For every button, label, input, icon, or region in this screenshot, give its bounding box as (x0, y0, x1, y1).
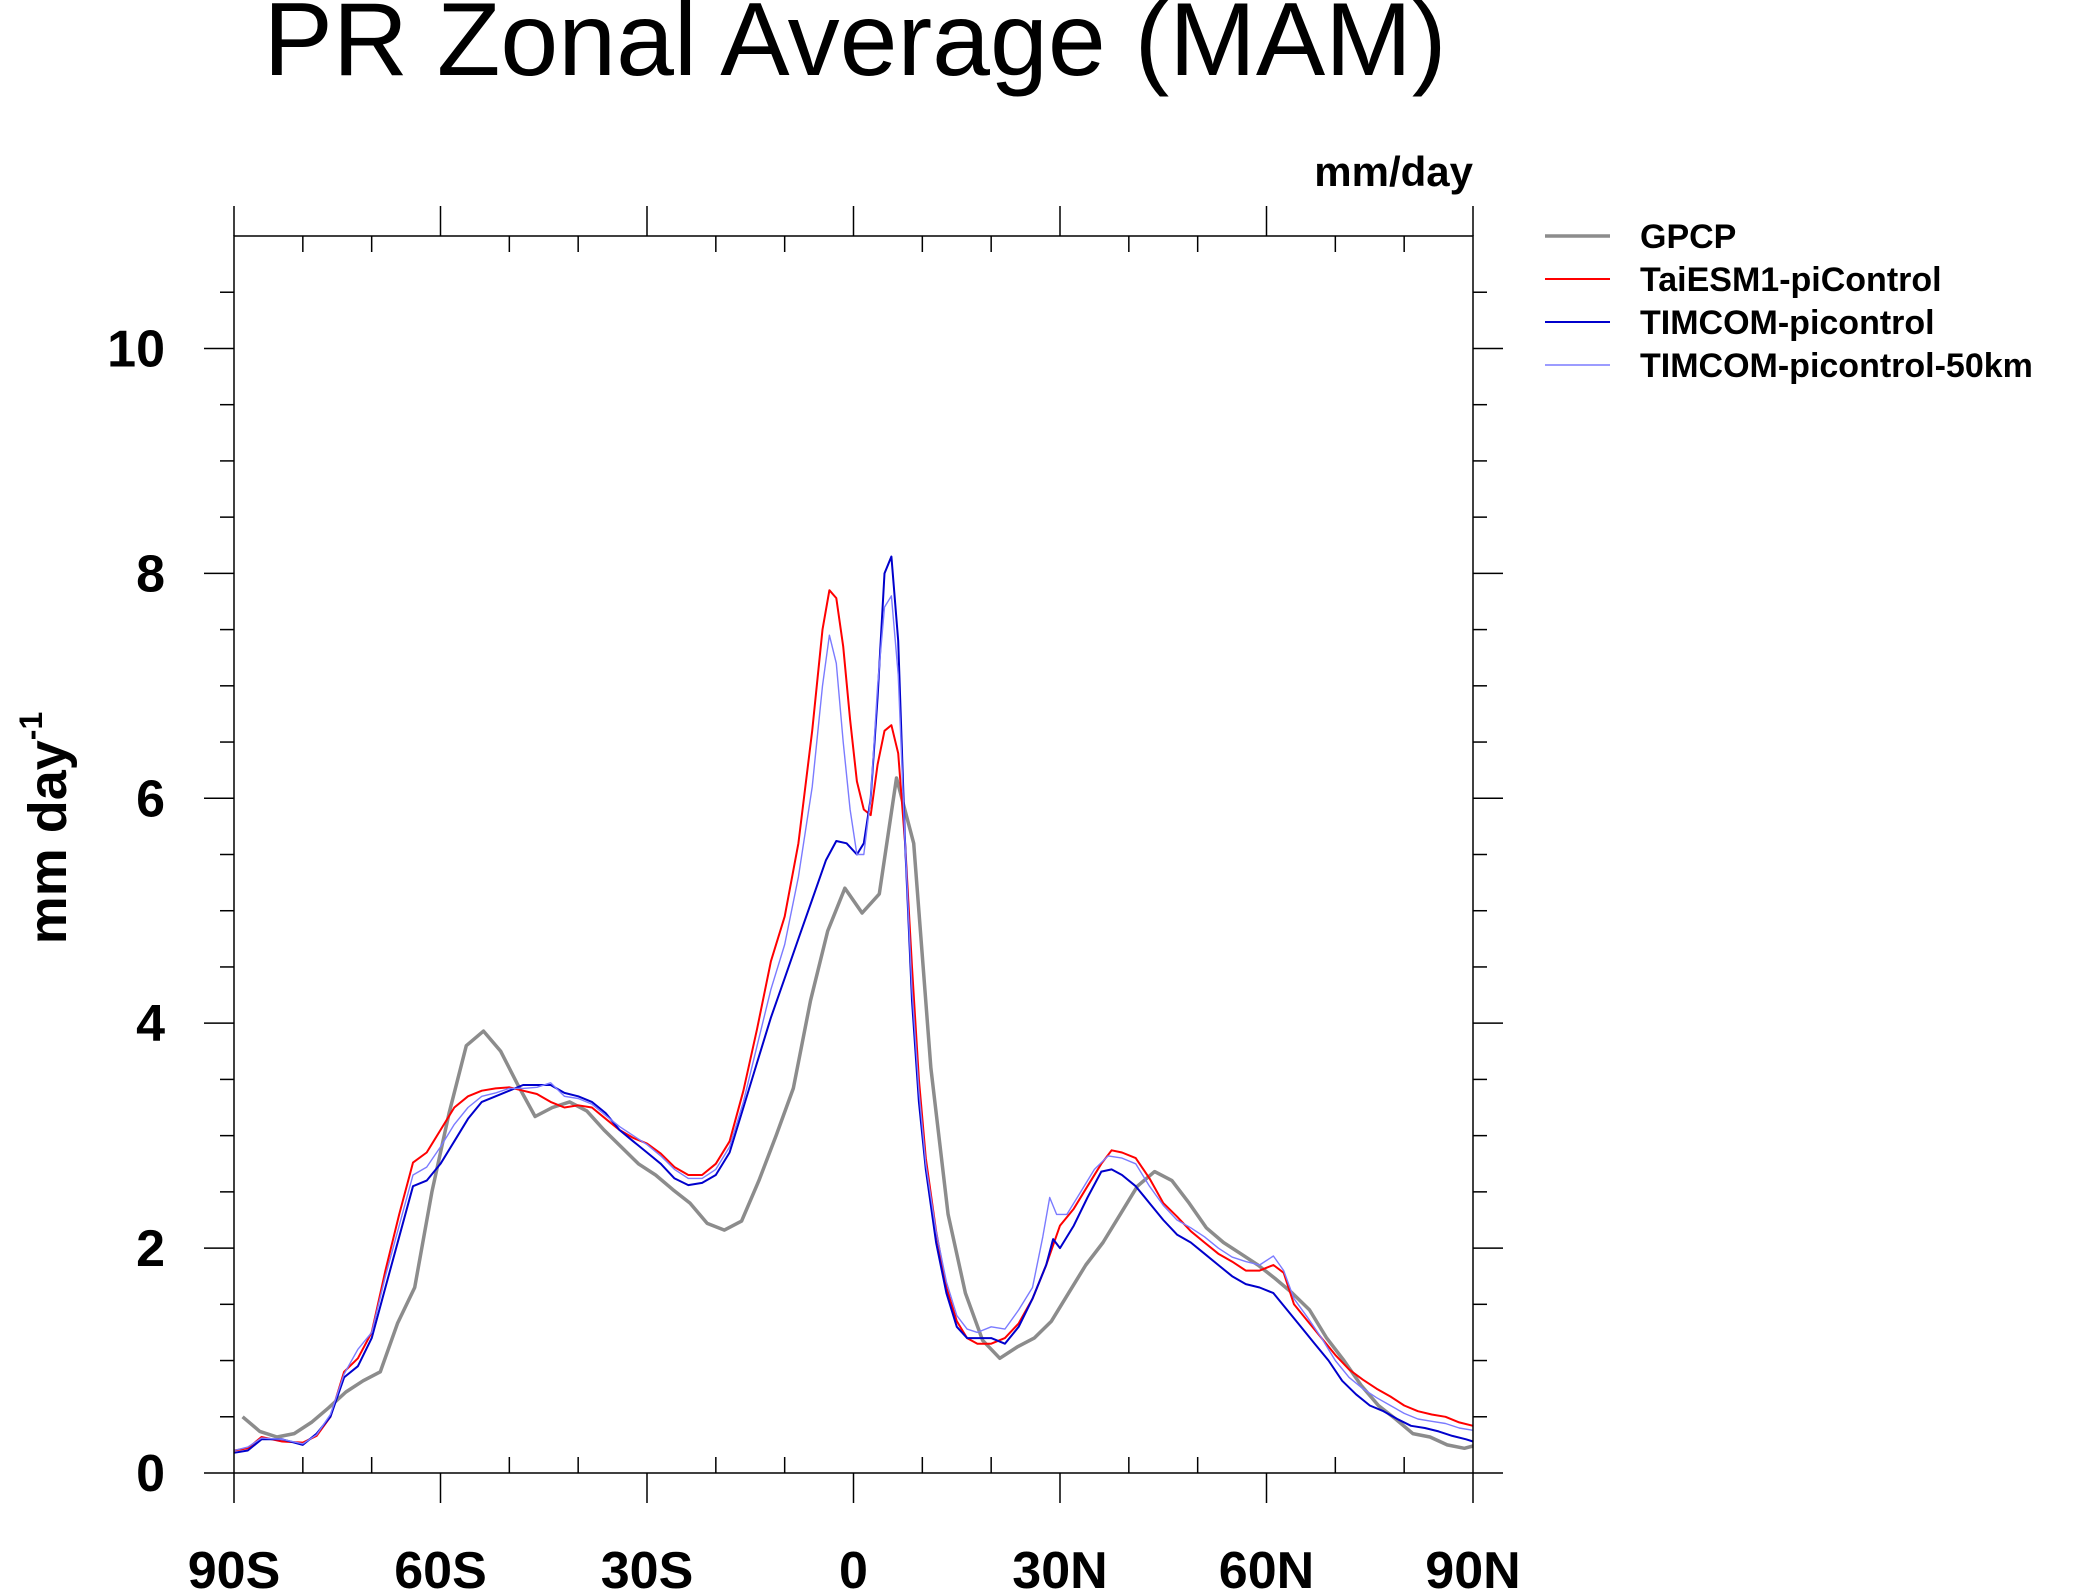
y-tick-label: 8 (136, 545, 165, 603)
y-axis-label-text: mm day (18, 740, 78, 944)
x-tick-label: 0 (839, 1542, 868, 1595)
y-tick-label: 4 (136, 995, 165, 1053)
major-ticks (204, 206, 1503, 1503)
y-tick-label: 2 (136, 1220, 165, 1278)
legend: GPCP TaiESM1-piControl TIMCOM-picontrol TIM… (1545, 218, 2033, 385)
y-tick-label: 10 (107, 320, 165, 378)
chart-title: PR Zonal Average (MAM) (264, 0, 1447, 98)
y-tick-label: 6 (136, 770, 165, 828)
series-line-4 (233, 595, 1474, 1452)
plot-frame (233, 235, 1474, 1474)
svg-text:mm day-1: mm day-1 (13, 712, 78, 945)
tick-labels: 90S 60S 30S 0 30N 60N 90N 0 2 4 6 8 10 (107, 320, 1521, 1595)
x-tick-label: 90N (1425, 1542, 1520, 1595)
x-tick-label: 60N (1219, 1542, 1314, 1595)
series-lines (233, 555, 1474, 1454)
y-axis-title: mm day-1 (13, 712, 78, 945)
x-tick-label: 30S (601, 1542, 694, 1595)
x-tick-label: 60S (394, 1542, 487, 1595)
legend-label: GPCP (1640, 218, 1736, 256)
y-axis-label-superscript: -1 (13, 712, 49, 740)
legend-label: TIMCOM-picontrol-50km (1640, 347, 2033, 385)
y-tick-label: 0 (136, 1445, 165, 1503)
units-label: mm/day (1314, 148, 1473, 195)
x-tick-label: 30N (1012, 1542, 1107, 1595)
series-line-2 (233, 589, 1474, 1452)
legend-label: TIMCOM-picontrol (1640, 304, 1935, 342)
minor-ticks (220, 236, 1487, 1473)
x-tick-label: 90S (188, 1542, 281, 1595)
legend-label: TaiESM1-piControl (1640, 261, 1942, 299)
series-line-3 (233, 555, 1474, 1454)
series-line-1 (241, 776, 1474, 1451)
